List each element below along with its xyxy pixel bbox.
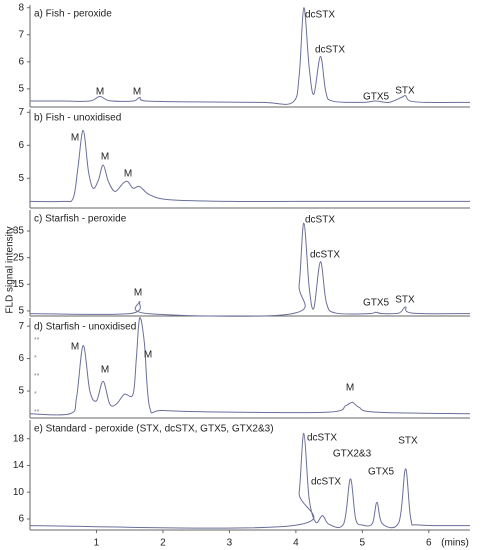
y-tick-label: 7 (18, 321, 24, 332)
y-tick-label: 6 (18, 353, 24, 364)
y-axis-title: FLD signal intensity (5, 226, 16, 313)
y-tick-label: 5 (18, 173, 24, 184)
trace (29, 432, 471, 529)
panel-title: d) Starfish - unoxidised (34, 322, 136, 333)
y-tick-label: 15 (13, 279, 25, 290)
peak-label: M (346, 383, 354, 394)
y-tick-label: 6 (18, 56, 24, 67)
peak-label: GTX5 (363, 298, 390, 309)
y-tick-label: 10 (13, 487, 25, 498)
peak-label: dcSTX (307, 433, 337, 444)
y-tick-label: 5 (18, 386, 24, 397)
peak-label: STX (395, 86, 415, 97)
y-tick-label: 5 (18, 306, 24, 317)
x-tick-label: 6 (426, 538, 432, 549)
peak-label: M (71, 133, 79, 144)
peak-label: dcSTX (311, 477, 341, 488)
peak-label: GTX5 (368, 467, 395, 478)
x-tick-label: 4 (293, 538, 299, 549)
x-tick-label: 1 (94, 538, 100, 549)
peak-label: GTX2&3 (333, 449, 372, 460)
panel-title: a) Fish - peroxide (34, 9, 112, 20)
y-tick-label: 6 (18, 514, 24, 525)
peak-label: STX (398, 436, 418, 447)
peak-label: M (101, 152, 109, 163)
panel-title: b) Fish - unoxidised (34, 113, 121, 124)
side-mark: * (34, 391, 37, 398)
peak-label: M (101, 365, 109, 376)
y-tick-label: 8 (18, 2, 24, 13)
peak-label: dcSTX (315, 45, 345, 56)
y-tick-label: 6 (18, 140, 24, 151)
trace (29, 7, 471, 105)
panel-title: c) Starfish - peroxide (34, 214, 127, 225)
peak-label: STX (395, 295, 415, 306)
y-tick-label: 18 (13, 433, 25, 444)
peak-label: M (71, 342, 79, 353)
side-mark: ** (34, 409, 40, 416)
panel-title: e) Standard - peroxide (STX, dcSTX, GTX5… (34, 424, 274, 435)
y-tick-label: 5 (18, 84, 24, 95)
side-mark: ** (34, 373, 40, 380)
peak-label: M (133, 87, 141, 98)
peak-label: M (96, 87, 104, 98)
y-tick-label: 7 (18, 107, 24, 118)
y-tick-label: 35 (13, 226, 25, 237)
x-tick-label: 2 (160, 538, 166, 549)
y-tick-label: 25 (13, 252, 25, 263)
side-mark: * (34, 355, 37, 362)
x-tick-label: 3 (227, 538, 233, 549)
trace (29, 129, 470, 203)
peak-label: GTX5 (363, 92, 390, 103)
trace (29, 317, 471, 416)
x-tick-label: 5 (360, 538, 366, 549)
peak-label: M (144, 350, 152, 361)
peak-label: M (134, 288, 142, 299)
peak-label: dcSTX (305, 215, 335, 226)
y-tick-label: 14 (13, 460, 25, 471)
peak-label: dcSTX (310, 250, 340, 261)
side-mark: ** (34, 337, 40, 344)
trace (29, 222, 471, 317)
peak-label: M (124, 169, 132, 180)
x-axis-title: (mins) (441, 538, 469, 549)
y-tick-label: 7 (18, 29, 24, 40)
peak-label: dcSTX (305, 10, 335, 21)
